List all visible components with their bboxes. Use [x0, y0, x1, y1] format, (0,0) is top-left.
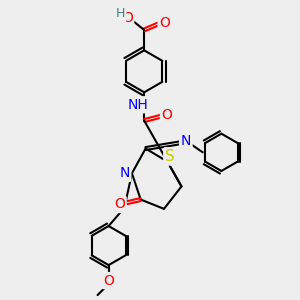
Text: O: O — [159, 16, 170, 30]
Text: O: O — [103, 274, 114, 287]
Text: O: O — [122, 11, 133, 25]
Text: S: S — [165, 149, 175, 164]
Text: N: N — [119, 166, 130, 180]
Text: H: H — [116, 7, 125, 20]
Text: N: N — [181, 134, 191, 148]
Text: O: O — [114, 197, 125, 212]
Text: NH: NH — [128, 98, 148, 112]
Text: O: O — [161, 108, 172, 122]
